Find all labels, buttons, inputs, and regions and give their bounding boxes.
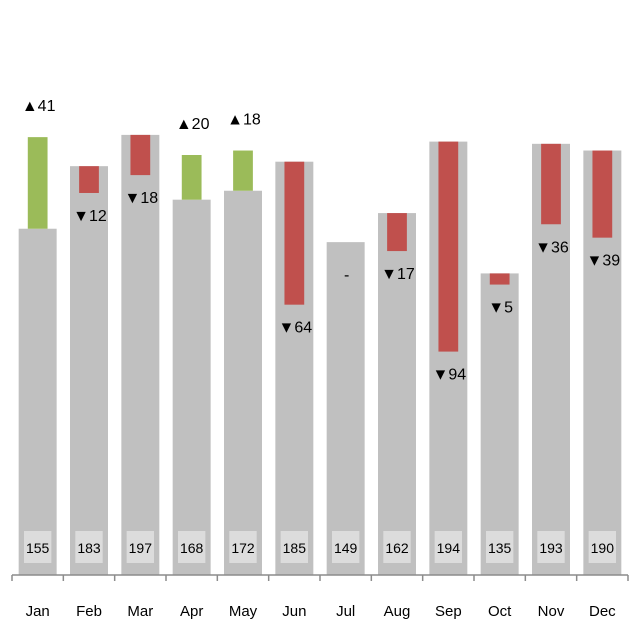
variance-label: ▼64 (279, 320, 313, 337)
category-label: Apr (180, 603, 203, 620)
base-bar (70, 166, 108, 575)
decrease-bar (541, 143, 561, 225)
category-label: May (229, 603, 258, 620)
decrease-bar (489, 273, 510, 285)
increase-bar (181, 155, 202, 200)
variance-label: ▼18 (125, 190, 159, 207)
base-value-label: 172 (231, 540, 255, 556)
base-value-label: 183 (77, 540, 101, 556)
base-value-box (229, 531, 257, 563)
base-value-box (383, 531, 411, 563)
decrease-bar (284, 161, 305, 305)
base-bar (326, 242, 365, 575)
labels-layer: 155 ▲41 183 ▼12 197 ▼18 168 ▲20 172 ▲18 185 ▼64 149 -… (22, 98, 620, 563)
variance-label: ▼5 (488, 300, 513, 317)
base-value-label: 185 (283, 540, 307, 556)
variance-label: ▼17 (381, 266, 415, 283)
variance-label: ▼12 (73, 208, 107, 225)
category-label: Nov (538, 603, 565, 620)
category-label: Aug (384, 603, 411, 620)
decrease-bar (592, 150, 613, 238)
increase-bar (27, 137, 48, 229)
category-label: Sep (435, 603, 462, 620)
base-value-label: 194 (437, 540, 461, 556)
base-value-box (177, 531, 206, 563)
decrease-bar (387, 213, 407, 252)
variance-label: ▼94 (433, 367, 467, 384)
base-value-label: 149 (334, 540, 358, 556)
base-value-label: 190 (591, 540, 615, 556)
decrease-bar (79, 166, 99, 193)
base-value-box (331, 531, 360, 563)
variance-label: ▲41 (22, 98, 56, 115)
base-value-box (280, 531, 309, 563)
base-value-box (588, 531, 617, 563)
category-label: Mar (127, 603, 153, 620)
variance-label: ▲20 (176, 116, 210, 133)
category-label: Oct (488, 603, 512, 620)
category-label: Jun (282, 603, 306, 620)
base-value-label: 197 (129, 540, 153, 556)
bars-layer (18, 134, 622, 576)
category-label: Dec (589, 603, 616, 620)
decrease-bar (438, 141, 459, 352)
variance-label: - (344, 267, 349, 284)
base-value-box (23, 531, 52, 563)
decrease-bar (130, 134, 151, 176)
base-value-label: 168 (180, 540, 204, 556)
base-value-label: 162 (385, 540, 409, 556)
base-value-label: 155 (26, 540, 50, 556)
increase-bar (233, 150, 253, 191)
base-value-label: 193 (539, 540, 563, 556)
base-value-box (126, 531, 155, 563)
category-label: Jul (336, 603, 355, 620)
base-value-box (75, 531, 103, 563)
variance-label: ▼36 (535, 239, 569, 256)
base-bar (224, 190, 262, 575)
base-bar (18, 228, 57, 576)
base-value-box (485, 531, 514, 563)
base-value-label: 135 (488, 540, 512, 556)
base-bar (172, 199, 211, 575)
variance-label: ▲18 (227, 112, 261, 129)
category-label: Jan (26, 603, 50, 620)
base-bar (480, 273, 519, 575)
base-value-box (537, 531, 565, 563)
base-bar (121, 134, 160, 575)
x-axis-ticks (11, 575, 629, 581)
x-axis-category-labels: Jan Feb Mar Apr May Jun Jul Aug Sep Oct Nov Dec (26, 603, 617, 620)
base-bar (378, 213, 416, 575)
base-value-box (434, 531, 463, 563)
variance-label: ▼39 (587, 253, 621, 270)
category-label: Feb (76, 603, 102, 620)
